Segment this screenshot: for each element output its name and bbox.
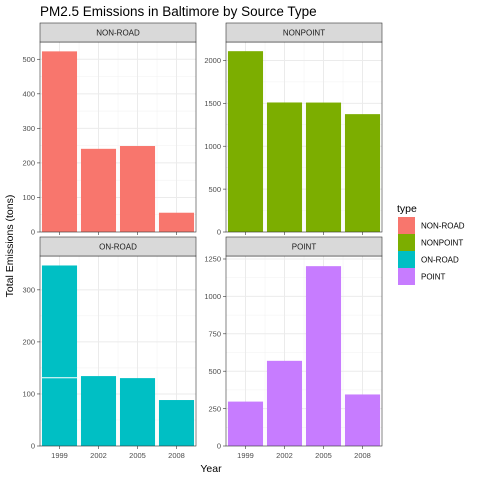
legend-swatch-non-road bbox=[398, 217, 415, 234]
facet-strip bbox=[39, 236, 197, 257]
bar-on-road-1999 bbox=[41, 265, 78, 446]
panel-point: POINT 0 250 500 750 1000 1250 1999 2002 2005 2008 bbox=[204, 236, 383, 460]
facet-strip bbox=[39, 22, 197, 43]
y-axis-title: Total Emissions (tons) bbox=[4, 195, 16, 298]
panel-nonpoint: NONPOINT 0 500 1000 1500 2000 bbox=[204, 22, 383, 237]
facet-strip-label: NON-ROAD bbox=[96, 29, 140, 38]
bar-point-1999 bbox=[227, 401, 264, 446]
x-axis-title: Year bbox=[200, 463, 222, 475]
y-tick-label: 500 bbox=[208, 367, 221, 376]
legend-label-on-road: ON-ROAD bbox=[421, 256, 459, 265]
y-tick-label: 400 bbox=[22, 90, 35, 99]
y-tick-label: 500 bbox=[22, 55, 35, 64]
bar-non-road-1999 bbox=[41, 51, 78, 232]
bar-on-road-2005 bbox=[119, 378, 156, 446]
panel-on-road: ON-ROAD 0 100 200 300 1999 2002 2005 2008 bbox=[22, 236, 197, 460]
y-tick-label: 100 bbox=[22, 193, 35, 202]
y-tick-label: 100 bbox=[22, 390, 35, 399]
bar-point-2005 bbox=[305, 266, 342, 446]
bar-nonpoint-2005 bbox=[305, 102, 342, 233]
bar-on-road-2002 bbox=[80, 376, 117, 446]
bar-point-2008 bbox=[344, 394, 381, 446]
legend-label-point: POINT bbox=[421, 273, 446, 282]
y-tick-label: 300 bbox=[22, 124, 35, 133]
legend: type NON-ROAD NONPOINT ON-ROAD POINT bbox=[397, 203, 465, 285]
legend-title: type bbox=[397, 203, 417, 215]
legend-swatch-on-road bbox=[398, 251, 415, 268]
facet-strip-label: ON-ROAD bbox=[99, 243, 137, 252]
facet-strip-label: NONPOINT bbox=[283, 29, 325, 38]
y-tick-label: 0 bbox=[217, 442, 221, 451]
y-tick-label: 200 bbox=[22, 338, 35, 347]
chart-title: PM2.5 Emissions in Baltimore by Source T… bbox=[40, 4, 317, 19]
bar-non-road-2002 bbox=[80, 148, 117, 232]
x-tick-label: 2008 bbox=[354, 451, 371, 460]
bar-nonpoint-1999 bbox=[227, 51, 264, 232]
panel-non-road: NON-ROAD 0 100 200 300 400 500 bbox=[22, 22, 197, 237]
y-tick-label: 2000 bbox=[204, 56, 221, 65]
y-tick-label: 300 bbox=[22, 286, 35, 295]
y-tick-label: 1250 bbox=[204, 255, 221, 264]
y-tick-label: 200 bbox=[22, 159, 35, 168]
facet-strip bbox=[225, 236, 383, 257]
x-tick-label: 2008 bbox=[168, 451, 185, 460]
legend-label-nonpoint: NONPOINT bbox=[421, 239, 463, 248]
bar-nonpoint-2008 bbox=[344, 114, 381, 232]
y-tick-label: 0 bbox=[217, 228, 221, 237]
bar-nonpoint-2002 bbox=[266, 102, 303, 233]
y-tick-label: 1500 bbox=[204, 99, 221, 108]
bar-point-2002 bbox=[266, 360, 303, 446]
bar-non-road-2008 bbox=[158, 212, 195, 232]
y-tick-label: 1000 bbox=[204, 142, 221, 151]
legend-swatch-point bbox=[398, 268, 415, 285]
x-tick-label: 1999 bbox=[51, 451, 68, 460]
x-tick-label: 2005 bbox=[129, 451, 146, 460]
panels-group: NON-ROAD0100200300400500NONPOINT05001000… bbox=[22, 22, 383, 460]
x-tick-label: 1999 bbox=[237, 451, 254, 460]
y-tick-label: 0 bbox=[31, 228, 35, 237]
bar-on-road-2008 bbox=[158, 400, 195, 446]
legend-label-non-road: NON-ROAD bbox=[421, 222, 465, 231]
legend-swatch-nonpoint bbox=[398, 234, 415, 251]
x-tick-label: 2002 bbox=[90, 451, 107, 460]
facet-strip-label: POINT bbox=[292, 243, 317, 252]
x-tick-label: 2005 bbox=[315, 451, 332, 460]
y-tick-label: 1000 bbox=[204, 292, 221, 301]
bar-non-road-2005 bbox=[119, 146, 156, 232]
y-tick-label: 750 bbox=[208, 329, 221, 338]
x-tick-label: 2002 bbox=[276, 451, 293, 460]
facet-strip bbox=[225, 22, 383, 43]
y-tick-label: 500 bbox=[208, 185, 221, 194]
y-tick-label: 250 bbox=[208, 404, 221, 413]
y-tick-label: 0 bbox=[31, 442, 35, 451]
